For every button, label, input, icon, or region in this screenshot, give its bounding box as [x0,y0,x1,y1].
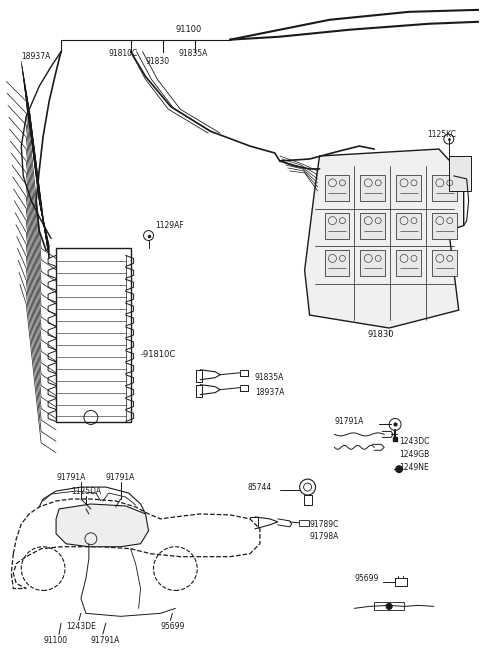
Text: 91789C: 91789C [310,520,339,530]
Bar [103,524,115,531]
Text: 91798A: 91798A [310,532,339,541]
Text: 95699: 95699 [354,574,379,583]
Bar [119,533,131,541]
Text: 91791A: 91791A [56,472,85,482]
Text: 91791A: 91791A [91,636,120,645]
Text: 91830: 91830 [367,330,394,340]
Bar [432,175,457,201]
Text: 1249GB: 1249GB [399,450,429,459]
Bar [304,495,312,505]
Polygon shape [12,499,260,589]
Bar [324,175,349,201]
Text: 1243DC: 1243DC [399,437,430,446]
Bar [250,517,258,531]
Bar [396,213,421,238]
Bar [71,533,83,541]
Text: 95699: 95699 [160,622,185,631]
Text: 91810C: 91810C [109,49,138,58]
Bar [196,384,202,397]
Text: 1249NE: 1249NE [399,463,429,472]
Bar [432,250,457,277]
Circle shape [386,603,392,609]
Text: 91835A: 91835A [255,373,284,382]
Text: -91810C: -91810C [141,350,176,359]
Bar [360,250,385,277]
Text: 1125KC: 1125KC [427,129,456,139]
Circle shape [395,465,403,473]
Bar [103,514,115,521]
Bar [396,250,421,277]
Bar [87,514,99,521]
Text: 91100: 91100 [43,636,67,645]
Text: 91835A: 91835A [179,49,208,58]
Text: 1129AF: 1129AF [156,221,184,230]
Bar [103,533,115,541]
Bar [71,514,83,521]
Bar [324,250,349,277]
Text: 91791A: 91791A [106,472,135,482]
Bar [119,524,131,531]
Bar [449,156,471,191]
Bar [374,602,404,610]
Bar [56,248,131,422]
Text: 91791A: 91791A [335,417,364,426]
Text: 1243DE: 1243DE [66,622,96,631]
Bar [360,175,385,201]
Text: 91830: 91830 [145,57,169,66]
Bar [87,533,99,541]
Text: 91100: 91100 [175,25,202,34]
Text: 85744: 85744 [248,483,272,491]
Bar [432,213,457,238]
Text: 1125DA: 1125DA [71,487,101,495]
Bar [87,524,99,531]
Bar [396,175,421,201]
Text: 18937A: 18937A [255,388,284,397]
Polygon shape [305,149,464,328]
Bar [196,370,202,382]
Bar [299,520,309,526]
Bar [71,524,83,531]
Bar [324,213,349,238]
Bar [119,514,131,521]
Bar [395,578,407,585]
Polygon shape [56,504,148,547]
Bar [360,213,385,238]
Text: 18937A: 18937A [21,52,51,61]
